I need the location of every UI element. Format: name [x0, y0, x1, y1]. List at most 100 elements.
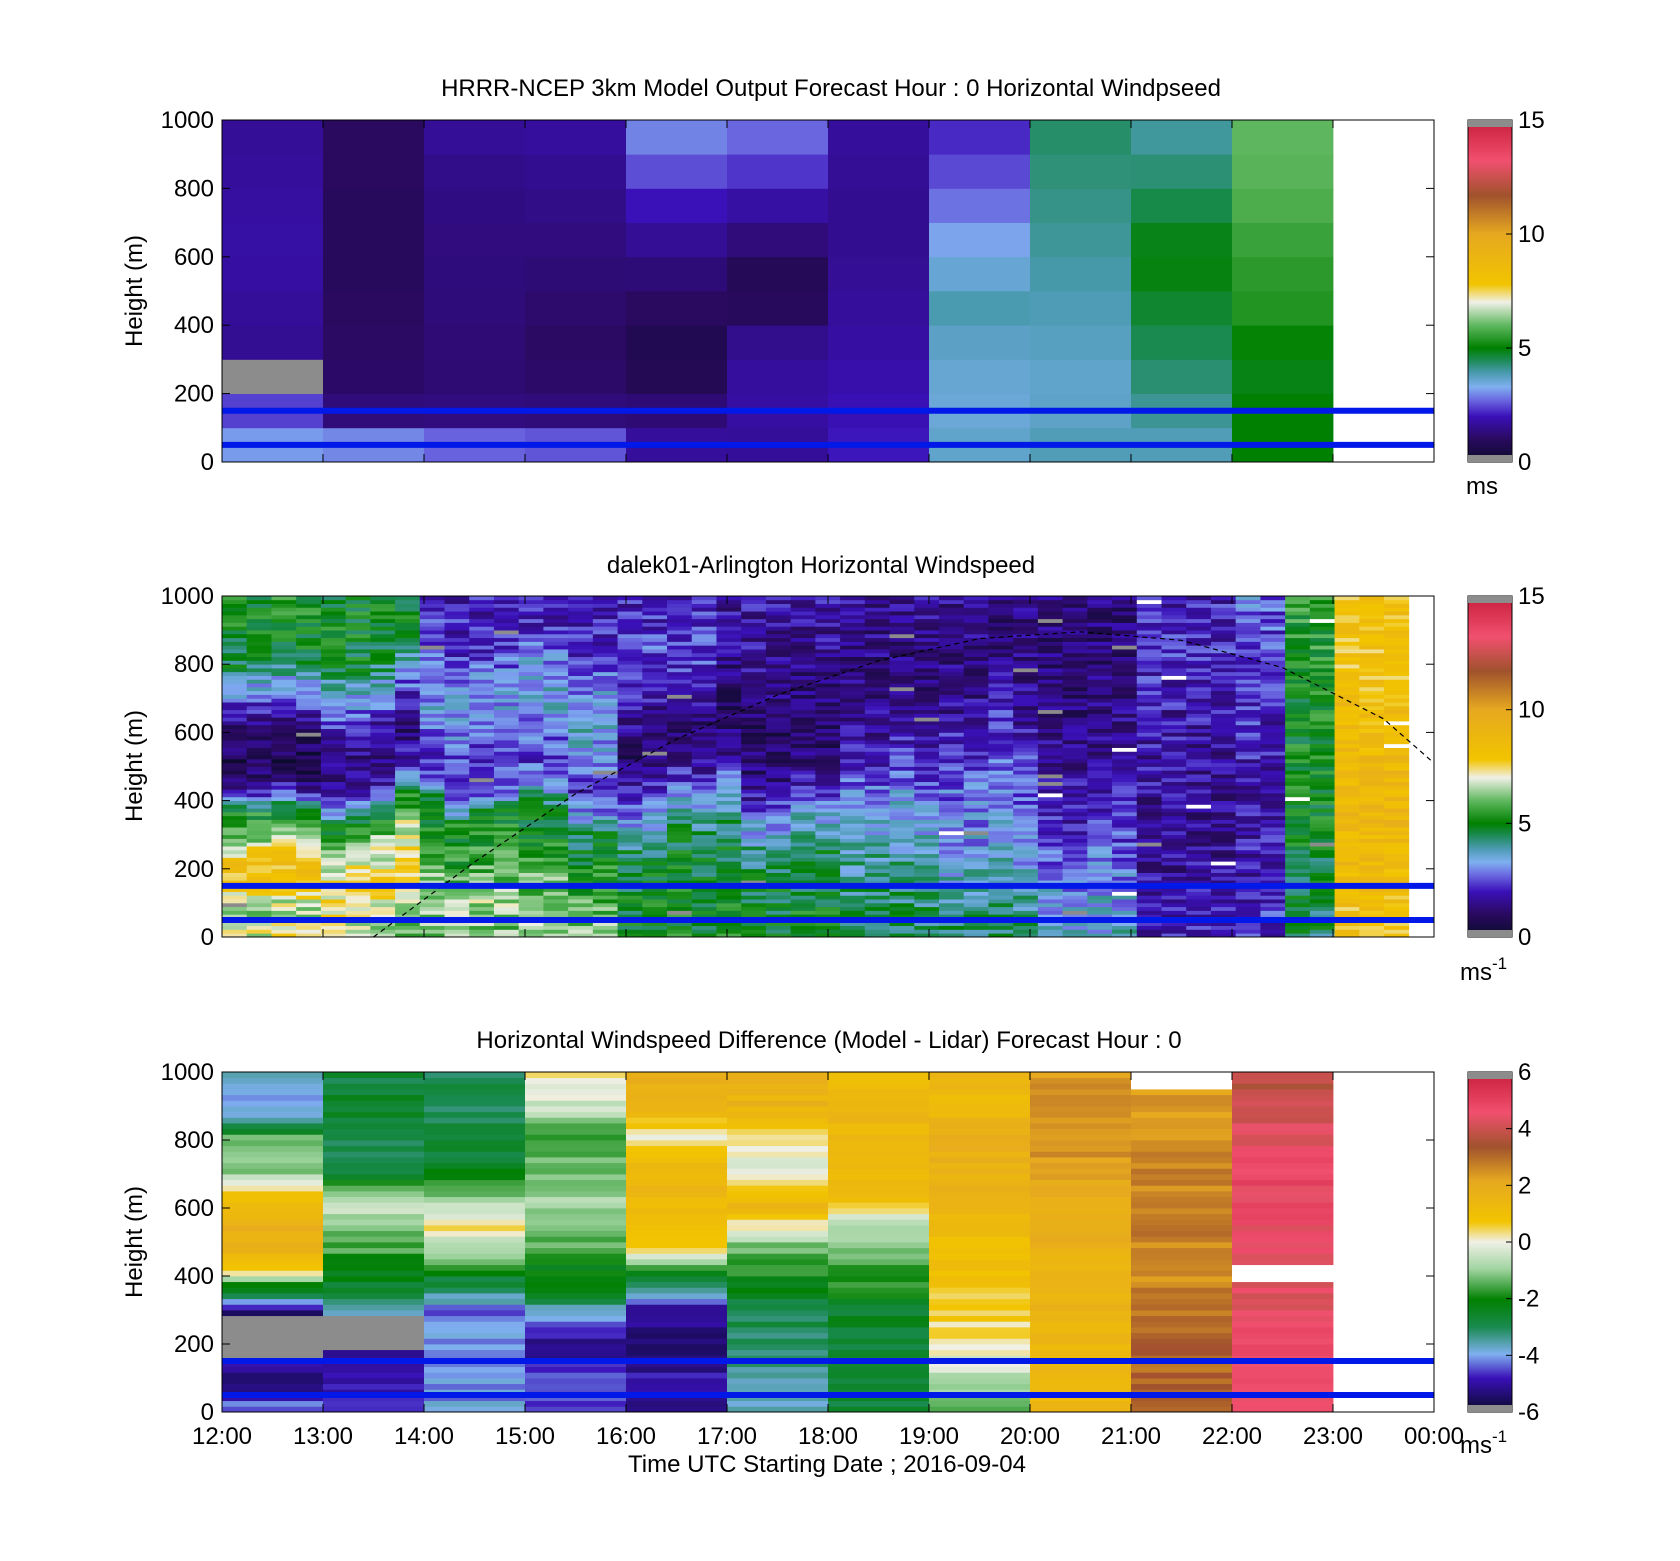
heatmap-cell — [1235, 906, 1261, 911]
heatmap-cell — [765, 933, 792, 938]
heatmap-cell — [493, 596, 520, 601]
heatmap-cell — [323, 1383, 425, 1390]
heatmap-cell — [1384, 846, 1410, 851]
heatmap-cell — [642, 853, 668, 858]
heatmap-cell — [988, 872, 1014, 877]
heatmap-cell — [370, 705, 396, 711]
heatmap-cell — [1136, 766, 1162, 771]
heatmap-cell — [1359, 690, 1385, 695]
heatmap-cell — [988, 630, 1014, 635]
heatmap-cell — [1260, 785, 1286, 790]
heatmap-cell — [1161, 652, 1187, 658]
heatmap-cell — [1235, 755, 1261, 760]
heatmap-cell — [1131, 256, 1233, 292]
heatmap-cell — [626, 1400, 728, 1407]
heatmap-cell — [493, 664, 520, 669]
heatmap-cell — [617, 660, 643, 665]
heatmap-cell — [1087, 808, 1113, 813]
heatmap-cell — [345, 777, 371, 783]
heatmap-cell — [568, 626, 594, 631]
heatmap-cell — [246, 637, 272, 642]
heatmap-cell — [1186, 649, 1212, 654]
heatmap-cell — [424, 1287, 526, 1294]
heatmap-cell — [1037, 641, 1064, 646]
heatmap-cell — [1087, 633, 1113, 639]
heatmap-cell — [1087, 865, 1113, 870]
heatmap-cell — [1384, 596, 1410, 601]
heatmap-cell — [828, 1366, 930, 1373]
heatmap-cell — [419, 872, 445, 877]
heatmap-cell — [963, 865, 989, 870]
heatmap-cell — [518, 686, 544, 692]
heatmap-cell — [642, 618, 668, 623]
heatmap-cell — [667, 842, 693, 847]
heatmap-cell — [246, 811, 272, 817]
heatmap-cell — [518, 747, 544, 752]
heatmap-cell — [741, 842, 767, 847]
heatmap-cell — [667, 914, 693, 919]
heatmap-cell — [271, 739, 297, 745]
heatmap-cell — [296, 804, 322, 809]
heatmap-cell — [370, 857, 396, 862]
heatmap-cell — [1334, 872, 1360, 877]
heatmap-cell — [1334, 830, 1360, 836]
heatmap-cell — [617, 732, 643, 737]
heatmap-cell — [320, 679, 347, 684]
heatmap-cell — [1013, 626, 1039, 631]
heatmap-cell — [1359, 717, 1385, 722]
heatmap-cell — [1161, 777, 1187, 783]
heatmap-cell — [1186, 664, 1212, 669]
heatmap-cell — [1112, 645, 1138, 650]
heatmap-cell — [765, 819, 792, 824]
heatmap-cell — [914, 823, 940, 828]
heatmap-cell — [1235, 607, 1261, 612]
heatmap-cell — [691, 872, 717, 877]
heatmap-cell — [1334, 694, 1360, 699]
heatmap-cell — [1384, 838, 1410, 843]
heatmap-cell — [1013, 732, 1039, 737]
heatmap-cell — [1309, 902, 1335, 908]
heatmap-cell — [914, 739, 940, 745]
heatmap-cell — [617, 770, 643, 775]
heatmap-cell — [518, 614, 544, 620]
heatmap-cell — [617, 667, 643, 673]
heatmap-cell — [1309, 891, 1335, 896]
heatmap-cell — [1087, 728, 1113, 733]
heatmap-cell — [323, 1168, 425, 1175]
heatmap-cell — [864, 827, 890, 832]
heatmap-cell — [988, 914, 1014, 919]
heatmap-cell — [1087, 705, 1113, 711]
heatmap-cell — [1210, 902, 1237, 908]
heatmap-cell — [222, 690, 248, 695]
heatmap-cell — [320, 622, 347, 627]
heatmap-cell — [1030, 188, 1132, 223]
heatmap-cell — [424, 359, 526, 394]
heatmap-cell — [1285, 656, 1311, 661]
heatmap-cell — [1359, 743, 1385, 748]
heatmap-cell — [543, 622, 569, 627]
heatmap-cell — [1161, 603, 1187, 608]
heatmap-cell — [1334, 721, 1360, 726]
heatmap-cell — [370, 921, 396, 927]
heatmap-cell — [1285, 865, 1311, 870]
heatmap-cell — [988, 618, 1014, 623]
heatmap-cell — [889, 618, 915, 623]
heatmap-cell — [1062, 694, 1088, 699]
heatmap-cell — [815, 834, 841, 839]
heatmap-cell — [988, 774, 1014, 779]
heatmap-cell — [1210, 793, 1237, 798]
heatmap-cell — [222, 1185, 324, 1192]
heatmap-cell — [864, 652, 890, 658]
heatmap-cell — [222, 649, 248, 654]
heatmap-cell — [741, 846, 767, 851]
heatmap-cell — [1013, 933, 1039, 938]
heatmap-cell — [727, 256, 829, 292]
heatmap-cell — [1384, 614, 1410, 620]
panel-1-colorbar-unit: ms — [1466, 473, 1498, 500]
heatmap-cell — [828, 1406, 930, 1413]
heatmap-cell — [1112, 762, 1138, 767]
heatmap-cell — [345, 849, 371, 855]
heatmap-cell — [518, 721, 544, 726]
heatmap-cell — [493, 876, 520, 881]
heatmap-cell — [444, 755, 470, 760]
